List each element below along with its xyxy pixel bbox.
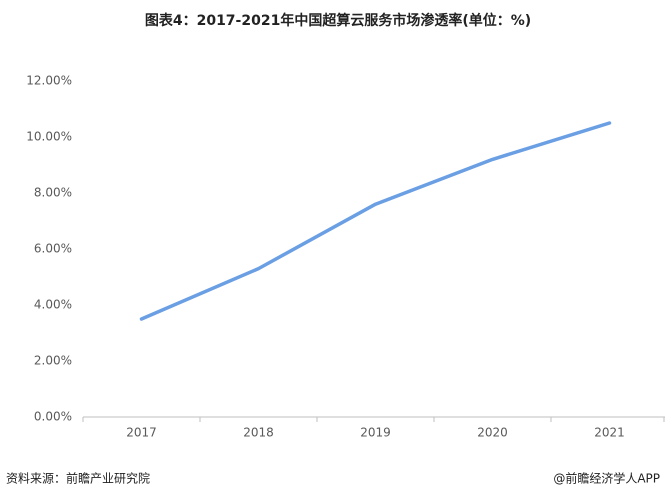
y-tick-label: 10.00% — [26, 130, 72, 144]
y-tick-label: 6.00% — [34, 242, 72, 256]
data-line — [139, 121, 612, 321]
credit: @前瞻经济学人APP — [553, 471, 660, 486]
y-tick-label: 12.00% — [26, 74, 72, 88]
y-tick-label: 0.00% — [34, 410, 72, 424]
y-tick-label: 8.00% — [34, 186, 72, 200]
y-tick-label: 4.00% — [34, 298, 72, 312]
x-tick-label: 2019 — [360, 426, 391, 440]
source: 资料来源：前瞻产业研究院 — [6, 471, 150, 486]
y-tick-label: 2.00% — [34, 354, 72, 368]
x-tick-label: 2021 — [594, 426, 625, 440]
x-tick-label: 2020 — [477, 426, 508, 440]
chart-title: 图表4：2017-2021年中国超算云服务市场渗透率(单位：%) — [145, 12, 531, 29]
x-tick-label: 2017 — [126, 426, 157, 440]
x-tick-label: 2018 — [243, 426, 274, 440]
